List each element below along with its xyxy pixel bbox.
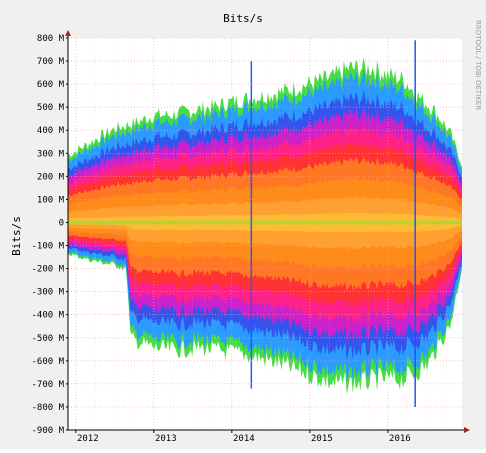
x-tick-label: 2012 (77, 434, 99, 444)
y-tick-label: 0 (59, 218, 64, 228)
y-tick-label: 500 M (37, 103, 65, 113)
axes (65, 30, 470, 433)
x-tick-label: 2013 (155, 434, 177, 444)
y-tick-label: -400 M (31, 311, 64, 321)
y-tick-label: -300 M (31, 288, 64, 298)
traffic-bands (68, 40, 462, 407)
y-tick-label: 300 M (37, 149, 65, 159)
y-tick-label: 200 M (37, 172, 65, 182)
rrdtool-watermark: RRDTOOL / TOBI OETIKER (474, 20, 482, 110)
x-tick-label: 2016 (389, 434, 411, 444)
y-tick-label: 700 M (37, 57, 65, 67)
y-tick-label: -800 M (31, 403, 64, 413)
y-tick-label: -700 M (31, 380, 64, 390)
chart-title: Bits/s (223, 12, 263, 25)
y-tick-label: 800 M (37, 34, 65, 44)
center-band (68, 220, 462, 225)
y-tick-label: 600 M (37, 80, 65, 90)
y-axis-arrow (65, 30, 71, 36)
x-axis-arrow (464, 427, 470, 433)
y-tick-label: -600 M (31, 357, 64, 367)
x-tick-label: 2015 (311, 434, 333, 444)
x-tick-label: 2014 (233, 434, 255, 444)
y-tick-label: 100 M (37, 195, 65, 205)
y-axis-label: Bits/s (10, 216, 23, 256)
y-tick-label: -500 M (31, 334, 64, 344)
y-tick-label: -900 M (31, 426, 64, 436)
y-tick-labels: 800 M 700 M 600 M 500 M 400 M 300 M 200 M 100 M… (31, 34, 68, 436)
y-tick-label: -200 M (31, 265, 64, 275)
y-tick-label: -100 M (31, 242, 64, 252)
y-tick-label: 400 M (37, 126, 65, 136)
gridlines (68, 37, 462, 431)
x-tick-labels: 2012 2013 2014 2015 2016 (75, 430, 411, 444)
